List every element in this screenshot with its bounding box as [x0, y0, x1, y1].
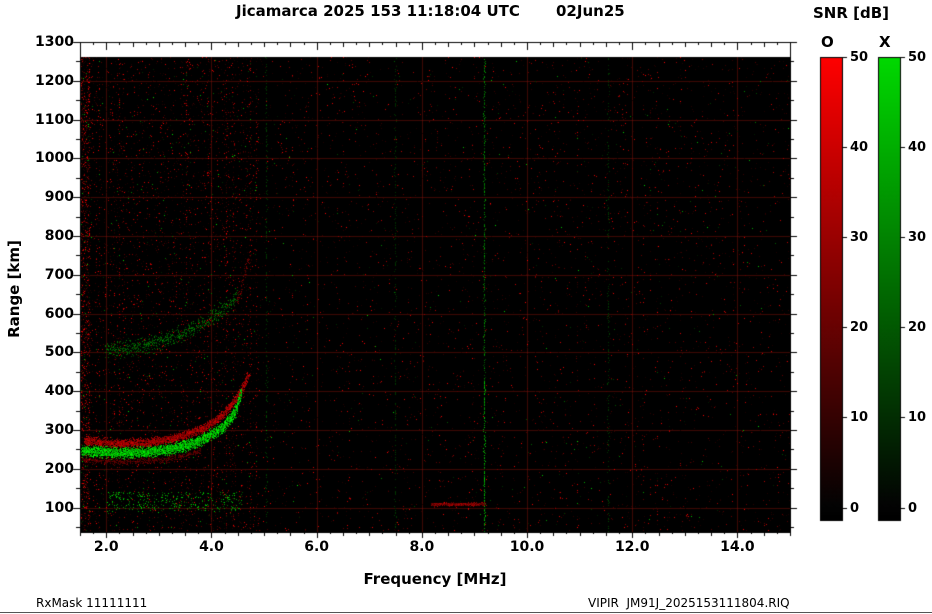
colorbar-tick-label: 20	[908, 320, 927, 336]
x-axis-tick-labels: 2.0 4.0 6.0 8.0 10.0 12.0 14.0	[0, 539, 932, 559]
x-tick-label: 12.0	[614, 539, 650, 555]
colorbar-tick-label: 10	[850, 410, 869, 426]
page-title: Jicamarca 2025 153 11:18:04 UTC	[236, 2, 520, 20]
vipir-file-annotation: VIPIR JM91J_2025153111804.RIQ	[588, 596, 790, 610]
colorbar-tick-label: 0	[850, 500, 860, 516]
y-tick-label: 1200	[35, 72, 74, 89]
rxmask-annotation: RxMask 11111111	[36, 596, 148, 610]
x-tick-label: 6.0	[304, 539, 330, 555]
colorbar-tick-label: 30	[908, 230, 927, 246]
colorbar-tick-label: 40	[850, 140, 869, 156]
colorbar-tick-label: 20	[850, 320, 869, 336]
y-tick-label: 700	[44, 266, 74, 283]
y-tick-label: 900	[44, 189, 74, 206]
colorbar-tick-label: 40	[908, 140, 927, 156]
y-tick-label: 300	[44, 421, 74, 438]
y-tick-label: 600	[44, 305, 74, 322]
x-tick-label: 10.0	[509, 539, 545, 555]
y-axis-tick-labels: 100 200 300 400 500 600 700 800 900 1000 1100 1200 1…	[26, 0, 74, 614]
y-tick-label: 800	[44, 227, 74, 244]
colorbar-tick-label: 10	[908, 410, 927, 426]
y-tick-label: 200	[44, 460, 74, 477]
colorbar-title: SNR [dB]	[813, 4, 890, 22]
y-tick-label: 1100	[35, 111, 74, 128]
x-tick-label: 8.0	[409, 539, 435, 555]
y-tick-label: 500	[44, 344, 74, 361]
colorbar-tick-label: 50	[850, 50, 869, 65]
colorbar-mode-label: X	[879, 33, 891, 51]
colorbar-tick-label: 50	[908, 50, 927, 65]
y-tick-label: 400	[44, 383, 74, 400]
y-axis-label: Range [km]	[5, 240, 23, 338]
x-tick-label: 2.0	[93, 539, 119, 555]
bottom-divider	[0, 612, 932, 613]
y-tick-label: 1300	[35, 34, 74, 50]
x-tick-label: 4.0	[199, 539, 224, 555]
page-title-date: 02Jun25	[556, 2, 625, 20]
y-tick-label: 100	[44, 499, 74, 516]
x-tick-label: 14.0	[720, 539, 755, 555]
x-axis-label: Frequency [MHz]	[363, 570, 507, 588]
colorbar-tick-label: 30	[850, 230, 869, 246]
colorbar-mode-label: O	[821, 33, 834, 51]
y-tick-label: 1000	[35, 150, 74, 167]
colorbar-tick-label: 0	[908, 500, 918, 516]
